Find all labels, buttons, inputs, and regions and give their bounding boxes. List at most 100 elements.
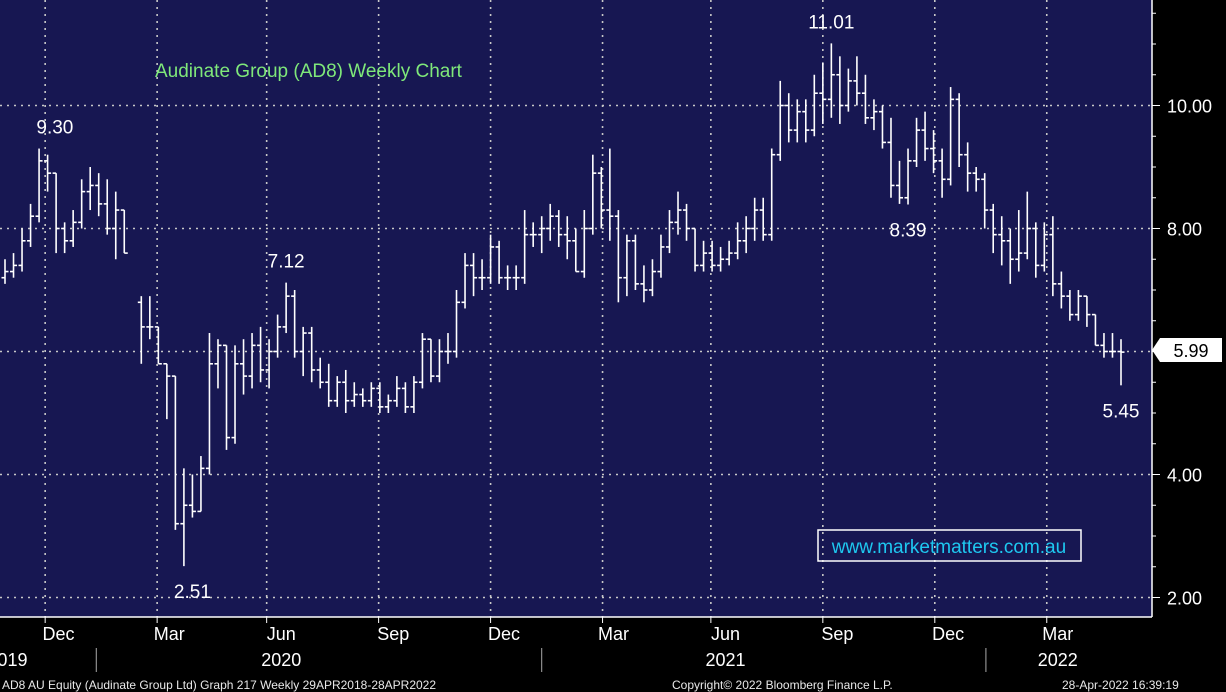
ohlc-bar bbox=[35, 148, 43, 223]
ohlc-bar bbox=[487, 234, 495, 284]
ohlc-bar bbox=[538, 216, 546, 254]
ohlc-bar bbox=[308, 326, 316, 383]
x-month-label: Sep bbox=[821, 624, 853, 644]
y-tick-label: 2.00 bbox=[1167, 589, 1202, 609]
ohlc-bar bbox=[103, 179, 111, 235]
ohlc-bar bbox=[384, 394, 392, 413]
ohlc-bar bbox=[597, 167, 605, 229]
ohlc-bar bbox=[683, 203, 691, 241]
ohlc-bar bbox=[623, 234, 631, 297]
ohlc-bar bbox=[648, 259, 656, 297]
ohlc-bar bbox=[614, 210, 622, 303]
x-month-label: Mar bbox=[1042, 624, 1073, 644]
ohlc-bar bbox=[1006, 228, 1014, 284]
ohlc-bar bbox=[913, 117, 921, 167]
ohlc-bar bbox=[887, 117, 895, 198]
ohlc-bar bbox=[240, 339, 248, 395]
ohlc-bar bbox=[521, 210, 529, 284]
ohlc-bar bbox=[1066, 290, 1074, 321]
footer-copyright: Copyright© 2022 Bloomberg Finance L.P. bbox=[672, 678, 893, 692]
x-year-label: 2021 bbox=[705, 650, 745, 670]
ohlc-bar bbox=[1015, 210, 1023, 272]
x-axis: Dec Mar Jun Sep Dec Mar Jun Sep Dec Mar 2019 2020 20… bbox=[0, 616, 1152, 672]
price-annotation: 11.01 bbox=[808, 12, 854, 33]
ohlc-bar bbox=[938, 148, 946, 198]
ohlc-bar bbox=[265, 339, 273, 389]
ohlc-bar bbox=[870, 99, 878, 131]
ohlc-bar bbox=[878, 105, 886, 149]
ohlc-bar bbox=[205, 333, 213, 475]
ohlc-bar bbox=[1074, 290, 1082, 321]
ohlc-bar bbox=[274, 314, 282, 358]
ohlc-bar bbox=[989, 203, 997, 254]
ohlc-bar bbox=[418, 333, 426, 389]
ohlc-bar bbox=[555, 210, 563, 247]
ohlc-bar bbox=[393, 376, 401, 407]
ohlc-bar bbox=[759, 197, 767, 241]
ohlc-bar bbox=[725, 240, 733, 266]
ohlc-bar bbox=[964, 142, 972, 192]
ohlc-bar bbox=[1032, 222, 1040, 278]
ohlc-bar bbox=[853, 56, 861, 106]
last-price-marker: 5.99 bbox=[1152, 338, 1222, 362]
last-price-flag bbox=[1152, 338, 1222, 362]
ohlc-bar bbox=[495, 240, 503, 284]
ohlc-bar bbox=[810, 74, 818, 137]
ohlc-bar bbox=[291, 290, 299, 358]
x-year-label: 2022 bbox=[1038, 650, 1078, 670]
ohlc-bar bbox=[325, 363, 333, 407]
y-tick-label: 10.00 bbox=[1167, 97, 1212, 117]
ohlc-bar bbox=[785, 93, 793, 143]
ohlc-bar bbox=[69, 210, 77, 247]
ohlc-bar bbox=[665, 210, 673, 254]
ohlc-bar bbox=[95, 173, 103, 217]
ohlc-bar bbox=[478, 259, 486, 290]
ohlc-bar bbox=[197, 456, 205, 513]
x-month-label: Mar bbox=[598, 624, 629, 644]
ohlc-bar bbox=[1040, 222, 1048, 272]
ohlc-bar bbox=[546, 203, 554, 241]
ohlc-bar bbox=[27, 203, 35, 247]
ohlc-bar bbox=[580, 210, 588, 278]
ohlc-bar bbox=[512, 265, 520, 290]
price-annotation: 7.12 bbox=[268, 252, 305, 273]
ohlc-bar bbox=[453, 290, 461, 358]
watermark[interactable]: www.marketmatters.com.au bbox=[817, 529, 1082, 562]
price-annotation: 9.30 bbox=[36, 118, 73, 139]
ohlc-bar bbox=[529, 222, 537, 247]
ohlc-bar bbox=[333, 376, 341, 407]
ohlc-bar bbox=[435, 339, 443, 383]
ohlc-bar bbox=[86, 167, 94, 211]
x-month-label: Jun bbox=[711, 624, 740, 644]
ohlc-bar bbox=[700, 240, 708, 272]
x-month-label: Sep bbox=[377, 624, 409, 644]
ohlc-bar bbox=[734, 222, 742, 260]
ohlc-bar bbox=[836, 56, 844, 124]
ohlc-bar bbox=[299, 326, 307, 377]
ohlc-bar bbox=[1117, 339, 1125, 386]
ohlc-bar bbox=[231, 345, 239, 444]
ohlc-bar bbox=[120, 209, 128, 254]
footer-security-info: AD8 AU Equity (Audinate Group Ltd) Graph… bbox=[2, 678, 437, 692]
ohlc-bar bbox=[572, 228, 580, 273]
ohlc-bar bbox=[589, 154, 597, 235]
ohlc-bar bbox=[768, 148, 776, 241]
ohlc-bar bbox=[1091, 313, 1099, 347]
x-month-label: Dec bbox=[488, 624, 520, 644]
y-tick-label: 8.00 bbox=[1167, 220, 1202, 240]
ohlc-bar bbox=[222, 344, 230, 450]
ohlc-bar bbox=[146, 296, 154, 340]
ohlc-bar bbox=[350, 382, 358, 407]
ohlc-bar bbox=[1, 259, 9, 284]
ohlc-bar bbox=[1083, 295, 1091, 327]
ohlc-bar bbox=[751, 197, 759, 241]
plot-area bbox=[0, 0, 1152, 617]
ohlc-bar bbox=[904, 148, 912, 205]
ohlc-bar bbox=[180, 468, 188, 567]
ohlc-bar bbox=[188, 474, 196, 518]
ohlc-bar bbox=[930, 130, 938, 174]
ohlc-bar bbox=[10, 253, 18, 278]
ohlc-bar bbox=[61, 222, 69, 254]
watermark-text[interactable]: www.marketmatters.com.au bbox=[831, 537, 1066, 558]
